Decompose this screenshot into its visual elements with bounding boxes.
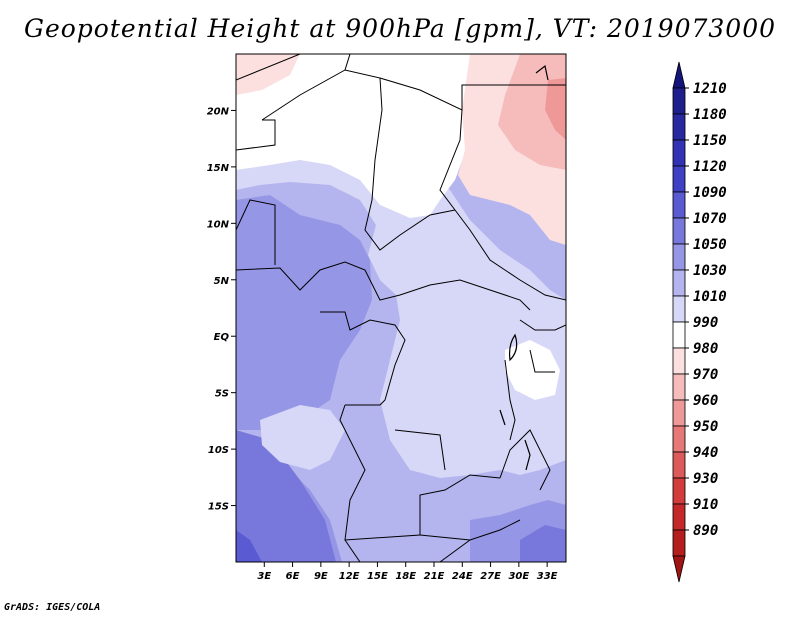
colorbar-swatch: [672, 399, 686, 427]
colorbar-swatch: [672, 425, 686, 453]
colorbar-swatch: [672, 87, 686, 115]
colorbar-label: 1030: [693, 263, 727, 279]
x-tick-label: 33E: [537, 571, 558, 582]
colorbar-label: 990: [693, 315, 718, 331]
colorbar-label: 1150: [693, 133, 727, 149]
colorbar: 1210 1180 1150 1120 1090 1070 1050 1030 1010 990 9…: [672, 61, 727, 583]
colorbar-label: 1010: [693, 289, 727, 305]
x-tick-label: 6E: [286, 571, 300, 582]
colorbar-label: 1210: [693, 81, 727, 97]
lake-outlines: [499, 64, 549, 471]
map-frame: [235, 53, 567, 563]
colorbar-label: 910: [693, 497, 718, 513]
x-tick-label: 9E: [314, 571, 328, 582]
colorbar-label: 970: [693, 367, 718, 383]
colorbar-label: 1070: [693, 211, 727, 227]
axis-ticks: 3E 6E 9E 12E 15E 18E 21E 24E 27E 30E 33E 20N 15N 10N 5…: [207, 106, 558, 582]
colorbar-swatch: [672, 191, 686, 219]
colorbar-label: 930: [693, 471, 718, 487]
colorbar-swatch: [672, 217, 686, 245]
colorbar-swatch: [672, 477, 686, 505]
x-tick-label: 18E: [395, 571, 416, 582]
y-tick-label: EQ: [214, 332, 230, 343]
y-tick-label: 10S: [208, 445, 229, 456]
y-tick-label: 15N: [207, 163, 230, 174]
colorbar-swatch: [672, 451, 686, 479]
x-tick-label: 15E: [367, 571, 388, 582]
x-tick-label: 21E: [424, 571, 445, 582]
colorbar-swatch: [672, 373, 686, 401]
colorbar-swatch: [672, 243, 686, 271]
colorbar-label: 950: [693, 419, 718, 435]
shaded-field: [236, 54, 566, 562]
colorbar-swatch: [672, 347, 686, 375]
colorbar-label: 940: [693, 445, 718, 461]
colorbar-swatch: [672, 113, 686, 141]
x-tick-label: 27E: [480, 571, 501, 582]
y-tick-label: 5N: [214, 276, 230, 287]
colorbar-label: 1050: [693, 237, 727, 253]
y-tick-label: 10N: [207, 219, 230, 230]
colorbar-swatch: [672, 269, 686, 297]
colorbar-label: 1180: [693, 107, 727, 123]
y-tick-label: 15S: [208, 502, 229, 513]
colorbar-swatch: [672, 503, 686, 531]
colorbar-label: 890: [693, 523, 718, 539]
x-tick-label: 12E: [339, 571, 360, 582]
x-tick-label: 24E: [452, 571, 473, 582]
colorbar-label: 1120: [693, 159, 727, 175]
x-tick-label: 30E: [508, 571, 529, 582]
colorbar-swatch: [672, 165, 686, 193]
country-borders: [236, 54, 566, 562]
colorbar-swatch: [672, 139, 686, 167]
colorbar-label: 980: [693, 341, 718, 357]
colorbar-swatch: [672, 295, 686, 323]
colorbar-label: 1090: [693, 185, 727, 201]
grads-credit: GrADS: IGES/COLA: [4, 602, 101, 613]
colorbar-swatch: [672, 321, 686, 349]
colorbar-bottom-arrow: [672, 555, 686, 583]
colorbar-label: 960: [693, 393, 718, 409]
y-tick-label: 5S: [215, 389, 229, 400]
x-tick-label: 3E: [257, 571, 271, 582]
y-tick-label: 20N: [207, 106, 230, 117]
colorbar-swatch: [672, 529, 686, 557]
colorbar-top-arrow: [672, 61, 686, 89]
map-title: Geopotential Height at 900hPa [gpm], VT:…: [23, 14, 777, 43]
